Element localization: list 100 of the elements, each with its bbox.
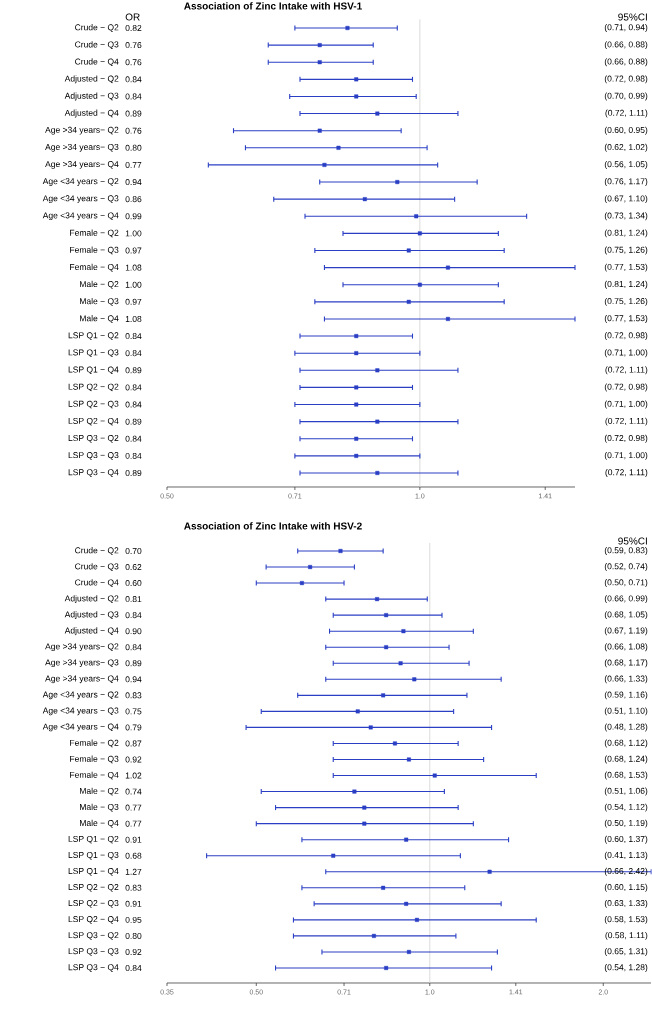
y-tick-label: Male − Q2 <box>80 280 119 289</box>
annotation: (0.68, 1.24) <box>604 755 648 764</box>
data-label: 0.87 <box>125 740 142 747</box>
text: (0.72, 1.11) <box>605 417 648 426</box>
chart-title: Association of Zinc Intake with HSV-1 <box>184 2 362 10</box>
y-tick-label: LSP Q2 − Q4 <box>68 916 119 924</box>
annotation: (0.51, 1.06) <box>604 787 648 796</box>
text: (0.71, 1.00) <box>604 400 648 409</box>
y-tick-label: Adjusted − Q4 <box>64 109 119 118</box>
text: (0.56, 1.05) <box>604 160 648 169</box>
text: (0.66, 0.88) <box>604 41 648 50</box>
point <box>406 949 411 954</box>
point <box>354 94 359 99</box>
y-tick-label: Male − Q4 <box>80 315 119 323</box>
point <box>401 629 406 634</box>
annotation: (0.68, 1.17) <box>604 659 648 668</box>
y-tick-label: Age >34 years− Q4 <box>45 675 119 684</box>
y-tick-label: Female − Q4 <box>70 771 119 780</box>
point <box>354 334 359 339</box>
y-tick-label: Adjusted − Q4 <box>64 627 119 636</box>
annotation: (0.52, 0.74) <box>604 563 648 571</box>
point <box>362 821 367 826</box>
text: (0.60, 0.95) <box>604 126 648 135</box>
point <box>381 693 386 698</box>
y-tick-label: Crude − Q4 <box>75 579 119 587</box>
data-label: 0.89 <box>125 469 142 476</box>
data-label: 0.80 <box>125 932 142 939</box>
y-tick-label: Male − Q3 <box>80 803 119 812</box>
text: (0.72, 0.98) <box>604 332 648 341</box>
y-tick-label: Age >34 years− Q2 <box>45 643 119 652</box>
point <box>368 725 373 730</box>
point <box>406 757 411 762</box>
annotation: (0.68, 1.05) <box>604 611 648 620</box>
data-label: 0.84 <box>125 452 142 459</box>
y-tick-label: Age <34 years − Q3 <box>42 707 119 716</box>
y-tick-label: LSP Q3 − Q4 <box>68 964 119 972</box>
annotation: (0.66, 1.08) <box>604 643 648 652</box>
text: (0.71, 0.94) <box>604 24 648 32</box>
y-tick-label: LSP Q1 − Q4 <box>68 366 119 375</box>
y-tick-label: Female − Q4 <box>70 263 119 272</box>
annotation: (0.66, 0.99) <box>604 595 648 604</box>
data-label: 0.79 <box>125 724 142 731</box>
y-tick-label: LSP Q3 − Q2 <box>68 435 119 443</box>
point <box>362 197 367 202</box>
data-label: 0.89 <box>125 110 142 117</box>
annotation: (0.60, 1.37) <box>604 835 648 844</box>
data-label: 0.84 <box>125 384 142 391</box>
text: (0.71, 1.00) <box>604 349 648 358</box>
data-label: 1.02 <box>125 772 142 779</box>
text: (0.67, 1.10) <box>604 195 648 204</box>
data-label: 0.70 <box>125 548 142 554</box>
y-tick-label: Female − Q2 <box>70 229 119 238</box>
data-label: 0.84 <box>125 350 142 357</box>
chart-title: Association of Zinc Intake with HSV-2 <box>184 522 362 530</box>
data-label: 0.76 <box>125 127 142 134</box>
y-tick-label: Adjusted − Q3 <box>64 92 119 101</box>
y-tick-label: LSP Q3 − Q2 <box>68 932 119 940</box>
annotation: (0.68, 1.12) <box>604 739 648 748</box>
data-label: 0.97 <box>125 298 142 305</box>
point <box>355 709 360 714</box>
text: OR <box>125 13 140 21</box>
annotation: (0.50, 1.19) <box>604 819 648 828</box>
point <box>375 470 380 475</box>
data-label: 0.90 <box>125 628 142 635</box>
annotation: (0.48, 1.28) <box>604 723 648 732</box>
data-label: 0.62 <box>125 564 142 571</box>
text: (0.72, 1.11) <box>605 109 648 118</box>
data-label: 0.80 <box>125 144 142 151</box>
annotation: (0.67, 1.19) <box>604 627 648 636</box>
y-tick-label: LSP Q1 − Q2 <box>68 332 119 340</box>
annotation: (0.54, 1.12) <box>604 803 648 812</box>
point <box>398 661 403 666</box>
data-label: 0.74 <box>125 788 142 795</box>
y-tick-label: LSP Q2 − Q3 <box>68 900 119 908</box>
data-label: 0.91 <box>125 900 142 907</box>
data-label: 1.00 <box>125 281 142 288</box>
data-label: 0.91 <box>125 836 142 843</box>
point <box>384 645 389 650</box>
annotation: 95%CI <box>618 537 647 545</box>
point <box>354 402 359 407</box>
y-tick-label: Adjusted − Q2 <box>64 595 119 604</box>
point <box>345 26 350 30</box>
text: (0.70, 0.99) <box>604 92 648 101</box>
point <box>381 885 386 890</box>
data-label: 0.94 <box>125 676 142 683</box>
annotation: (0.58, 1.53) <box>604 915 648 924</box>
data-label: 0.89 <box>125 660 142 667</box>
point <box>354 436 359 441</box>
text: (0.77, 1.53) <box>604 263 648 272</box>
data-label: 0.99 <box>125 213 142 220</box>
data-label: 0.75 <box>125 708 142 715</box>
y-tick-label: LSP Q1 − Q4 <box>68 868 119 876</box>
y-tick-label: Age <34 years − Q4 <box>42 212 119 221</box>
data-label: 0.77 <box>125 161 142 168</box>
text: (0.76, 1.17) <box>604 178 648 186</box>
data-label: 0.76 <box>125 59 142 66</box>
y-tick-label: Age <34 years − Q2 <box>42 691 119 700</box>
y-tick-label: Female − Q2 <box>70 739 119 748</box>
text: (0.81, 1.24) <box>604 229 648 238</box>
data-label: 0.86 <box>125 196 142 203</box>
